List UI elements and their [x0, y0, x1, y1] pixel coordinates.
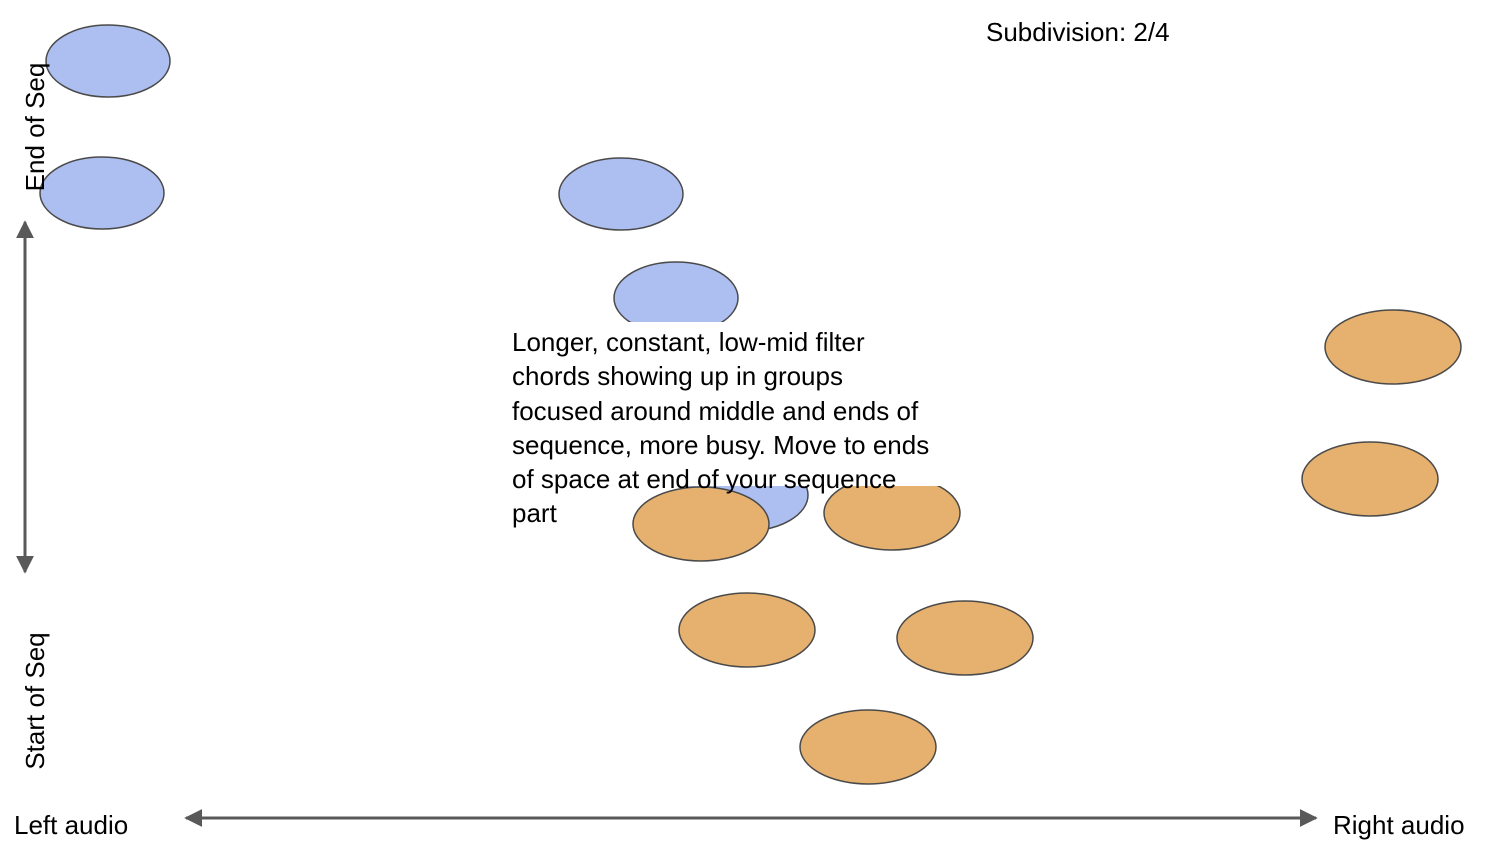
- blue-note: [558, 157, 684, 231]
- left-audio-label: Left audio: [14, 810, 129, 840]
- orange-note: [678, 592, 816, 668]
- note-text: Longer, constant, low-mid filter chords …: [512, 327, 930, 529]
- end-of-seq-label: End of Seq: [20, 62, 50, 192]
- subdivision-label: Subdivision: 2/4: [986, 17, 1170, 47]
- orange-note: [1301, 441, 1439, 517]
- start-of-seq-label: Start of Seq: [20, 632, 50, 770]
- orange-note: [632, 486, 770, 562]
- orange-note: [1324, 309, 1462, 385]
- orange-note: [896, 600, 1034, 676]
- orange-note: [799, 709, 937, 785]
- blue-note: [45, 24, 171, 98]
- blue-note: [39, 156, 165, 230]
- right-audio-label: Right audio: [1333, 810, 1465, 840]
- note-text-box: [504, 322, 944, 486]
